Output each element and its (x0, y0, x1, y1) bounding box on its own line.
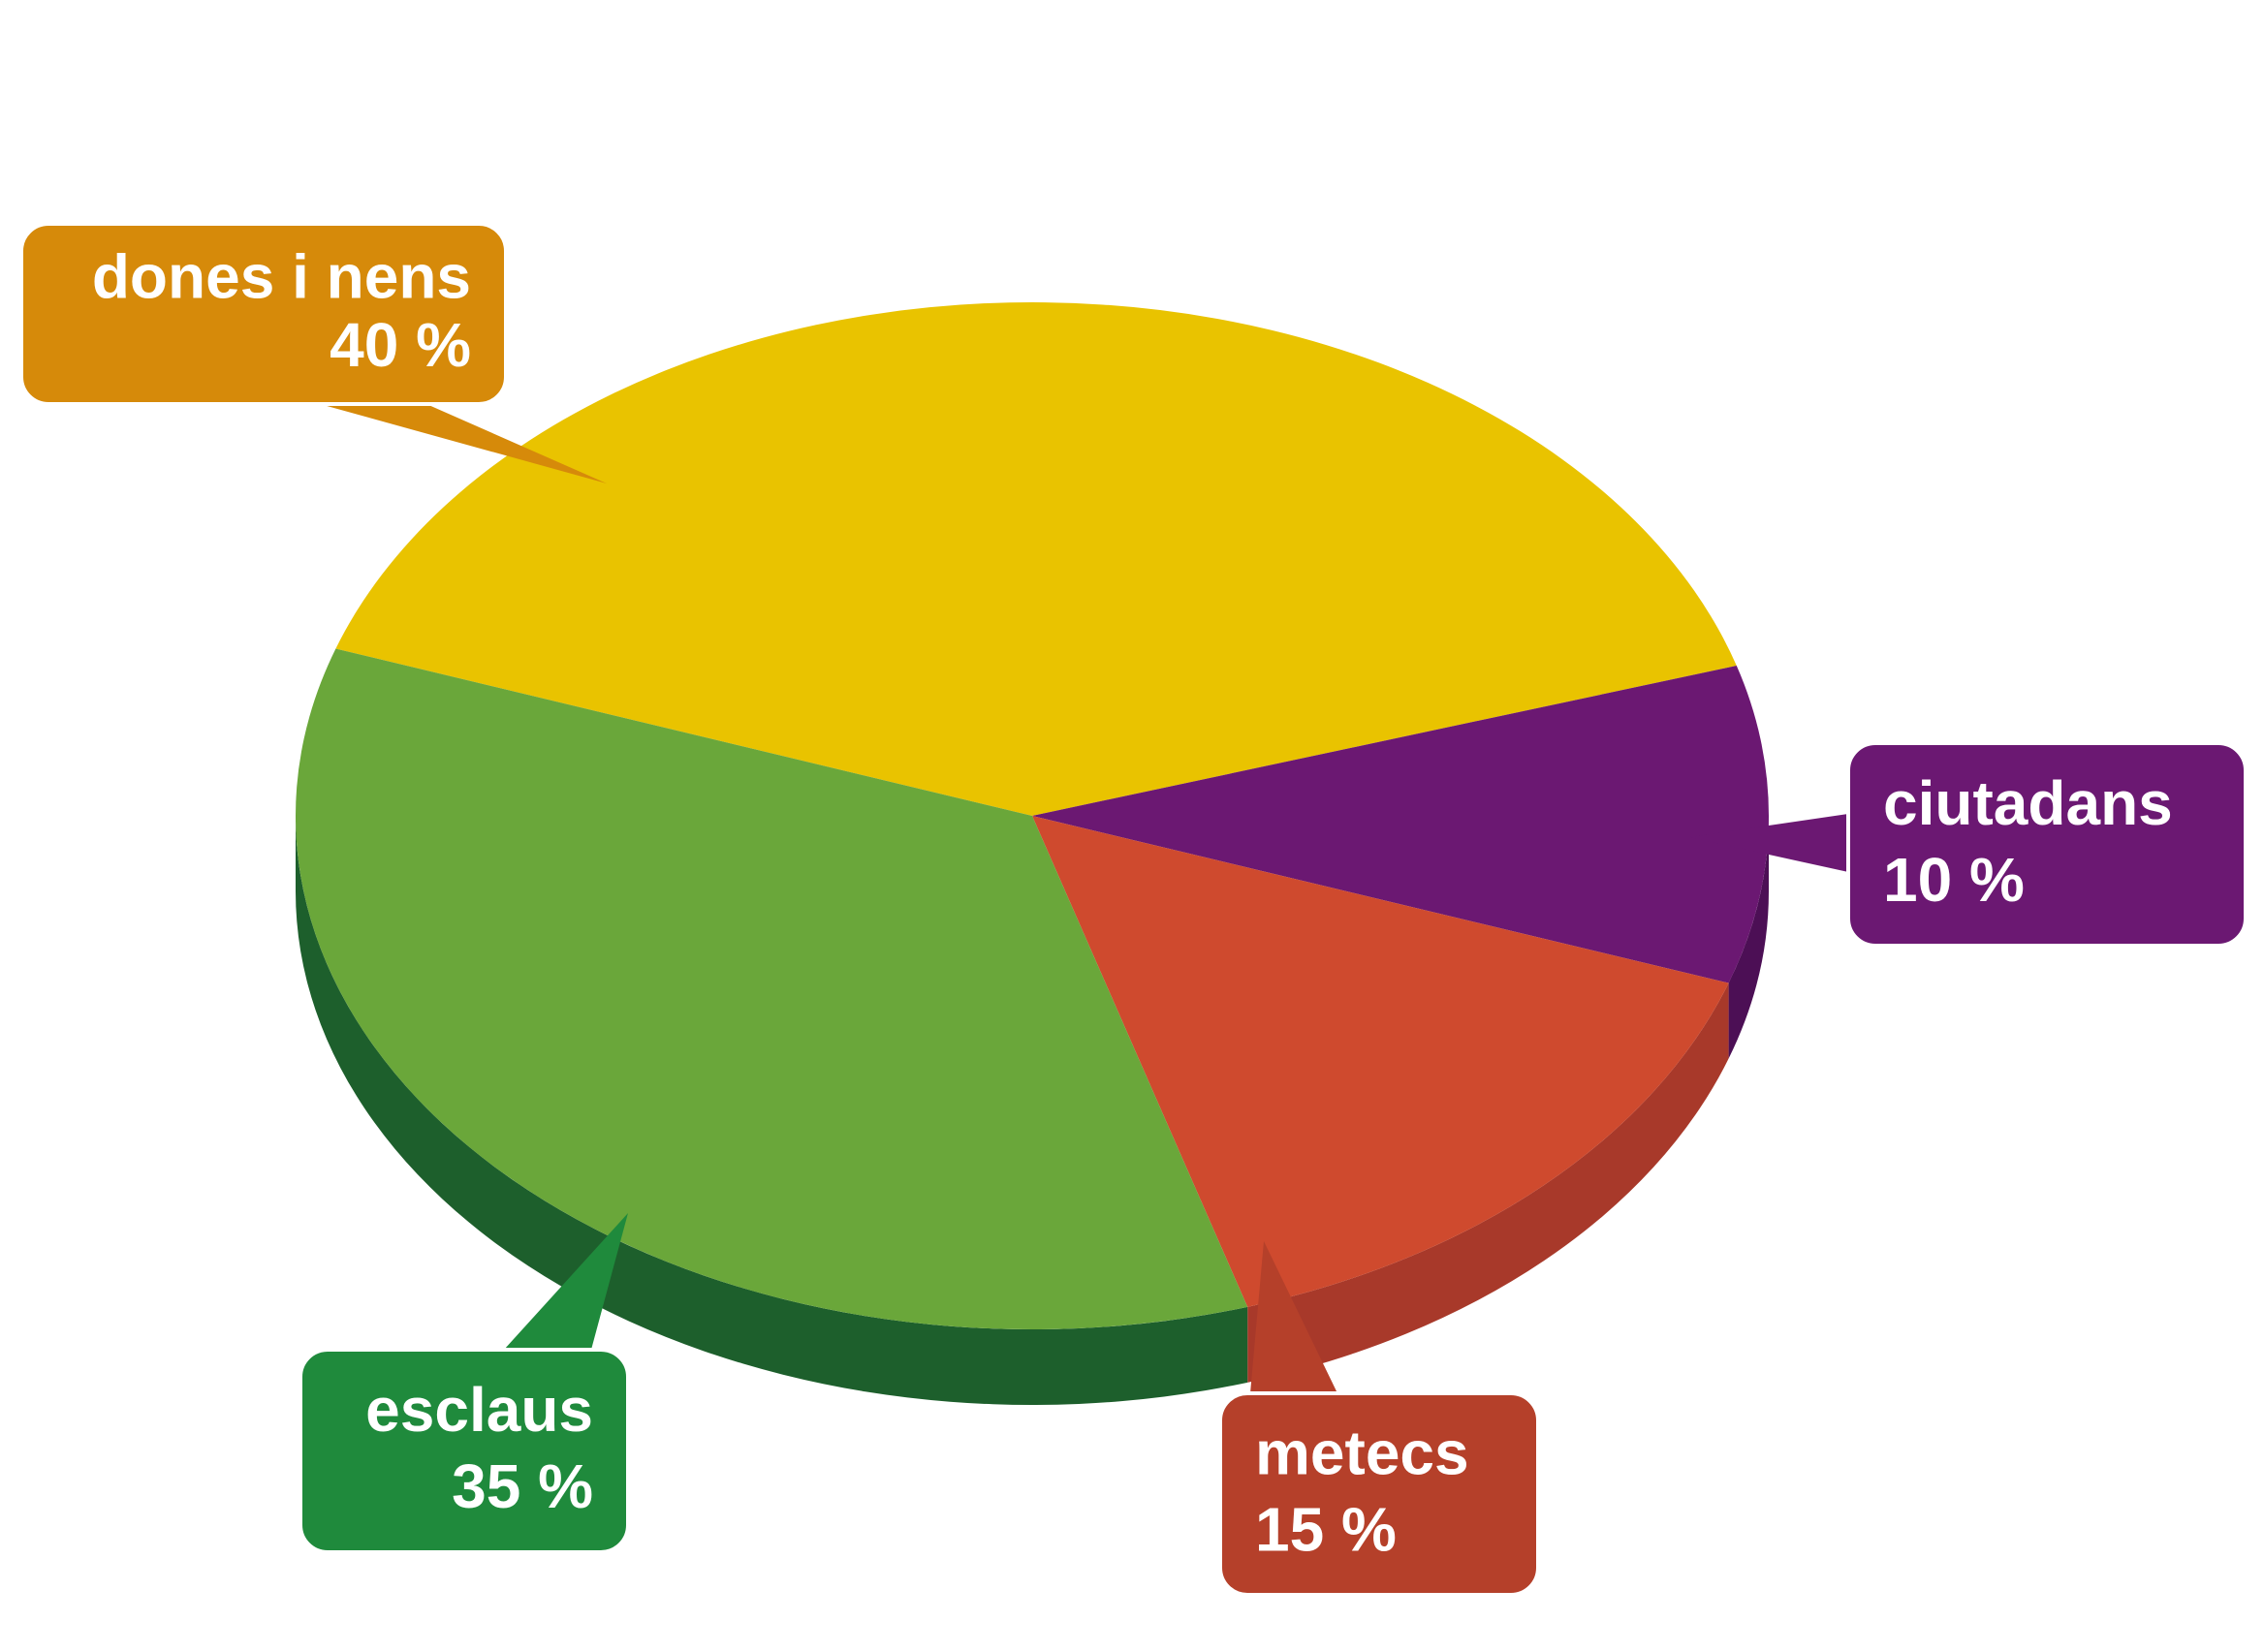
chart: dones i nens40 % ciutadans10 % metecs 15 % e… (0, 0, 2264, 1652)
callout-category: dones i nens (92, 241, 471, 311)
callout-category: esclaus (365, 1375, 593, 1445)
callout-value: 40 % (330, 310, 471, 380)
callout-value: 35 % (452, 1451, 593, 1521)
callout-value: 15 % (1255, 1495, 1397, 1565)
callout-value: 10 % (1883, 845, 2025, 915)
callout-category: metecs (1255, 1418, 1469, 1487)
callout-category: ciutadans (1883, 768, 2173, 838)
